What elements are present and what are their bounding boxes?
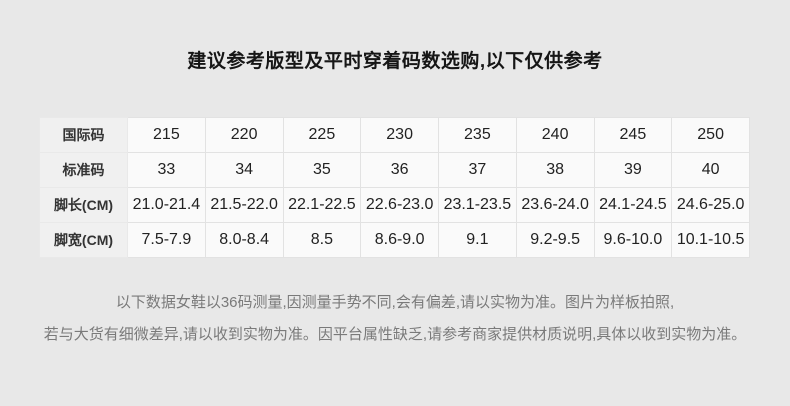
- table-cell: 230: [360, 117, 439, 153]
- table-cell: 240: [515, 117, 595, 153]
- table-row: 标准码 33 34 35 36 37 38 39 40: [39, 152, 750, 188]
- table-cell: 215: [127, 117, 206, 153]
- table-cell: 21.0-21.4: [127, 187, 206, 223]
- table-cell: 34: [204, 152, 284, 188]
- table-row: 脚宽(CM) 7.5-7.9 8.0-8.4 8.5 8.6-9.0 9.1 9.2-9.5…: [39, 222, 750, 258]
- row-label: 标准码: [39, 152, 128, 188]
- table-cell: 40: [671, 152, 750, 188]
- table-cell: 7.5-7.9: [127, 222, 206, 258]
- table-cell: 23.1-23.5: [438, 187, 517, 223]
- table-cell: 33: [127, 152, 206, 188]
- row-label: 脚长(CM): [39, 187, 128, 223]
- table-row: 脚长(CM) 21.0-21.4 21.5-22.0 22.1-22.5 22.6-23…: [39, 187, 750, 223]
- size-chart-table: 国际码 215 220 225 230 235 240 245 250 标准码 33 34 35 36 37…: [39, 117, 750, 258]
- table-cell: 9.6-10.0: [593, 222, 673, 258]
- page-title: 建议参考版型及平时穿着码数选购,以下仅供参考: [187, 51, 603, 72]
- table-cell: 245: [593, 117, 673, 153]
- disclaimer-line: 若与大货有细微差异,请以收到实物为准。因平台属性缺乏,请参考商家提供材质说明,具…: [43, 326, 747, 343]
- table-cell: 8.6-9.0: [360, 222, 439, 258]
- row-label: 国际码: [39, 117, 128, 153]
- table-cell: 9.1: [438, 222, 517, 258]
- table-row: 国际码 215 220 225 230 235 240 245 250: [39, 117, 750, 153]
- table-cell: 9.2-9.5: [515, 222, 595, 258]
- row-label: 脚宽(CM): [39, 222, 128, 258]
- table-cell: 8.5: [282, 222, 362, 258]
- disclaimer-line: 以下数据女鞋以36码测量,因测量手势不同,会有偏差,请以实物为准。图片为样板拍照…: [115, 294, 675, 311]
- table-cell: 10.1-10.5: [671, 222, 750, 258]
- size-chart-table-body: 国际码 215 220 225 230 235 240 245 250 标准码 33 34 35 36 37…: [39, 117, 750, 258]
- table-cell: 24.6-25.0: [671, 187, 750, 223]
- table-cell: 35: [282, 152, 362, 188]
- table-cell: 21.5-22.0: [204, 187, 284, 223]
- table-cell: 22.1-22.5: [282, 187, 362, 223]
- table-cell: 39: [593, 152, 673, 188]
- table-cell: 225: [282, 117, 362, 153]
- table-cell: 23.6-24.0: [515, 187, 595, 223]
- table-cell: 220: [204, 117, 284, 153]
- table-cell: 38: [515, 152, 595, 188]
- table-cell: 250: [671, 117, 750, 153]
- table-cell: 24.1-24.5: [593, 187, 673, 223]
- table-cell: 235: [438, 117, 517, 153]
- table-cell: 36: [360, 152, 439, 188]
- table-cell: 8.0-8.4: [204, 222, 284, 258]
- table-cell: 37: [438, 152, 517, 188]
- table-cell: 22.6-23.0: [360, 187, 439, 223]
- disclaimer-text: 以下数据女鞋以36码测量,因测量手势不同,会有偏差,请以实物为准。图片为样板拍照…: [0, 287, 790, 351]
